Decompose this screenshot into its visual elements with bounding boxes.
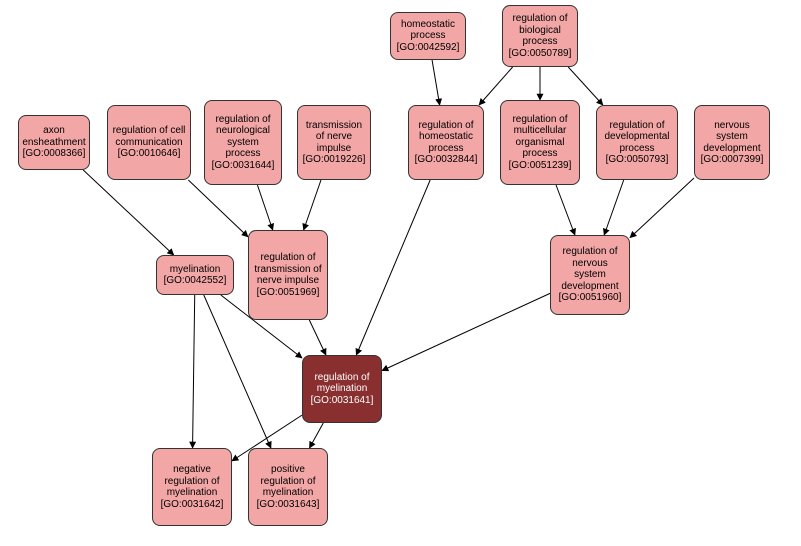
edge-regneur-regtrans — [257, 185, 272, 230]
edge-regmult-regnsd — [556, 185, 575, 235]
edge-reghom-regmyel — [356, 180, 430, 355]
node-regmult[interactable]: regulation of multicellular organismal p… — [500, 100, 580, 185]
node-regneur[interactable]: regulation of neurological system proces… — [204, 100, 282, 185]
node-regcell[interactable]: regulation of cell communication [GO:001… — [107, 105, 191, 180]
node-regmyel[interactable]: regulation of myelination [GO:0031641] — [302, 355, 382, 423]
node-trans[interactable]: transmission of nerve impulse [GO:001922… — [297, 105, 371, 180]
edge-regdev-regnsd — [604, 180, 624, 235]
node-negreg[interactable]: negative regulation of myelination [GO:0… — [152, 448, 232, 526]
node-myel[interactable]: myelination [GO:0042552] — [156, 255, 234, 295]
node-regbio[interactable]: regulation of biological process [GO:005… — [502, 5, 578, 67]
edge-regmyel-posreg — [309, 423, 323, 448]
node-axon[interactable]: axon ensheathment [GO:0008366] — [18, 115, 90, 170]
edge-nervsys-regnsd — [630, 178, 694, 238]
node-posreg[interactable]: positive regulation of myelination [GO:0… — [248, 448, 328, 526]
node-homeo[interactable]: homeostatic process [GO:0042592] — [390, 12, 466, 60]
edge-trans-regtrans — [304, 180, 321, 230]
edge-regtrans-regmyel — [309, 320, 326, 355]
node-regtrans[interactable]: regulation of transmission of nerve impu… — [248, 230, 328, 320]
edge-axon-myel — [83, 170, 173, 255]
edge-homeo-reghom — [432, 60, 440, 105]
node-reghom[interactable]: regulation of homeostatic process [GO:00… — [408, 105, 484, 180]
node-nervsys[interactable]: nervous system development [GO:0007399] — [694, 105, 770, 180]
edge-regcell-regtrans — [188, 180, 248, 237]
node-regdev[interactable]: regulation of developmental process [GO:… — [596, 105, 678, 180]
edge-regnsd-regmyel — [382, 293, 550, 370]
edge-myel-negreg — [193, 295, 195, 448]
node-regnsd[interactable]: regulation of nervous system development… — [550, 235, 630, 315]
